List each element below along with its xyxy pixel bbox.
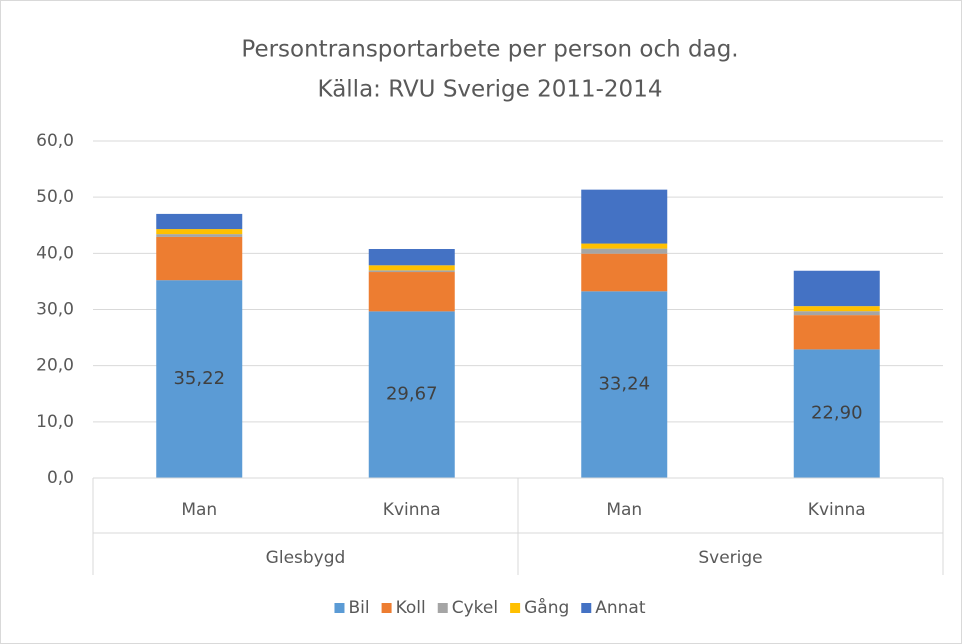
legend-swatch bbox=[437, 603, 448, 613]
x-tick-label: Kvinna bbox=[808, 500, 866, 520]
legend-swatch bbox=[510, 603, 521, 613]
legend-label: Koll bbox=[396, 598, 426, 618]
bar-segment bbox=[581, 189, 668, 244]
chart-subtitle: Källa: RVU Sverige 2011-2014 bbox=[318, 77, 663, 103]
data-label: 33,24 bbox=[598, 374, 650, 395]
bar-segment bbox=[793, 306, 880, 312]
bar-segment bbox=[368, 270, 455, 273]
legend-label: Gång bbox=[524, 597, 569, 618]
bar-segment bbox=[581, 243, 668, 249]
bar-segment bbox=[156, 280, 243, 478]
bar-segment bbox=[156, 236, 243, 281]
legend-label: Bil bbox=[348, 598, 369, 618]
bar-segment bbox=[156, 234, 243, 237]
chart-title: Persontransportarbete per person och dag… bbox=[241, 37, 738, 63]
bar-segment bbox=[156, 229, 243, 235]
legend-label: Annat bbox=[595, 598, 646, 618]
y-tick-label: 30,0 bbox=[36, 300, 74, 320]
bar-segment bbox=[793, 270, 880, 307]
legend-swatch bbox=[381, 603, 392, 613]
legend-swatch bbox=[334, 603, 345, 613]
y-tick-label: 60,0 bbox=[36, 131, 74, 151]
bar-segment bbox=[793, 349, 880, 478]
x-tick-label: Man bbox=[181, 500, 217, 520]
data-label: 22,90 bbox=[811, 403, 863, 424]
y-tick-label: 10,0 bbox=[36, 412, 74, 432]
y-tick-label: 40,0 bbox=[36, 243, 74, 263]
bar-segment bbox=[368, 272, 455, 312]
group-label: Glesbygd bbox=[266, 548, 346, 568]
y-tick-label: 0,0 bbox=[47, 468, 74, 488]
bar-segment bbox=[368, 311, 455, 478]
group-label: Sverige bbox=[698, 548, 762, 568]
bar-segment bbox=[793, 311, 880, 316]
bar-segment bbox=[581, 253, 668, 292]
legend-swatch bbox=[581, 603, 592, 613]
legend-label: Cykel bbox=[452, 598, 498, 618]
bar-segment bbox=[156, 213, 243, 230]
y-tick-label: 20,0 bbox=[36, 356, 74, 376]
x-tick-label: Man bbox=[606, 500, 642, 520]
bar-segment bbox=[368, 249, 455, 266]
x-tick-label: Kvinna bbox=[383, 500, 441, 520]
data-label: 29,67 bbox=[386, 384, 438, 405]
bar-segment bbox=[793, 315, 880, 350]
bar-segment bbox=[581, 291, 668, 478]
data-label: 35,22 bbox=[173, 368, 225, 389]
y-tick-label: 50,0 bbox=[36, 187, 74, 207]
legend: Bil Koll Cykel Gång Annat bbox=[334, 597, 646, 618]
bar-segment bbox=[368, 265, 455, 271]
bar-segment bbox=[581, 248, 668, 254]
